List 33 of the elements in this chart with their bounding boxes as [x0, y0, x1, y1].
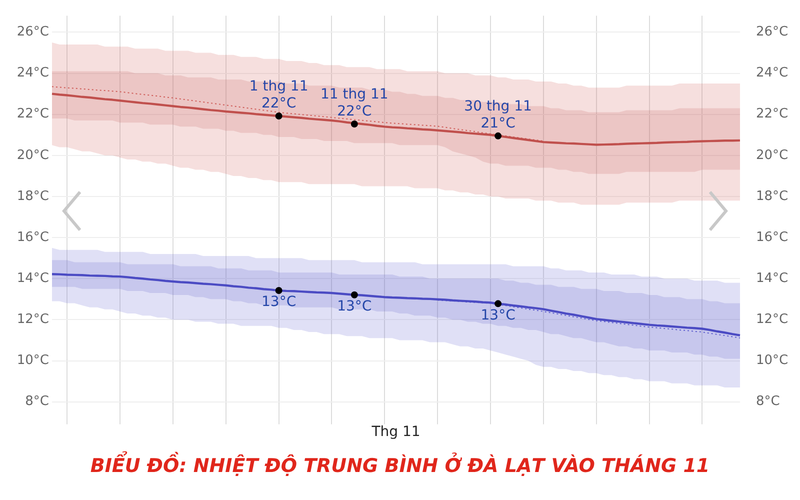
y-tick-label: 8°C [25, 394, 49, 410]
y2-tick-label: 14°C [756, 271, 788, 286]
data-label: 1 thg 11 22°C [249, 78, 308, 112]
y-tick-label: 22°C [16, 106, 49, 122]
y-tick-label: 20°C [16, 148, 49, 163]
data-label: 13°C [337, 298, 372, 314]
data-label: 13°C [480, 307, 516, 324]
y-tick-label: 24°C [16, 66, 49, 81]
y2-tick-label: 20°C [756, 148, 788, 163]
point [494, 300, 502, 308]
x-axis-title: Thg 11 [370, 424, 420, 440]
y-tick-label: 14°C [16, 271, 49, 286]
point [275, 287, 282, 294]
y2-tick-label: 10°C [756, 353, 788, 368]
y2-tick-label: 8°C [756, 394, 780, 410]
data-label: 13°C [262, 294, 296, 310]
y-tick-label: 26°C [16, 24, 49, 40]
data-label: 11 thg 11 22°C [320, 86, 388, 120]
data-label: 30 thg 11 21°C [464, 98, 532, 132]
y2-tick-label: 16°C [756, 230, 788, 245]
y-tick-label: 10°C [16, 353, 49, 368]
point [494, 132, 502, 140]
y-tick-label: 18°C [16, 188, 49, 204]
point [275, 112, 282, 120]
y2-tick-label: 26°C [756, 24, 788, 40]
y-tick-label: 12°C [16, 312, 49, 328]
y2-tick-label: 24°C [756, 66, 788, 81]
point [350, 120, 358, 128]
y2-tick-label: 18°C [756, 188, 788, 204]
point [350, 291, 358, 298]
y-tick-label: 16°C [16, 230, 49, 245]
y2-tick-label: 12°C [756, 312, 788, 328]
y2-tick-label: 22°C [756, 106, 788, 122]
